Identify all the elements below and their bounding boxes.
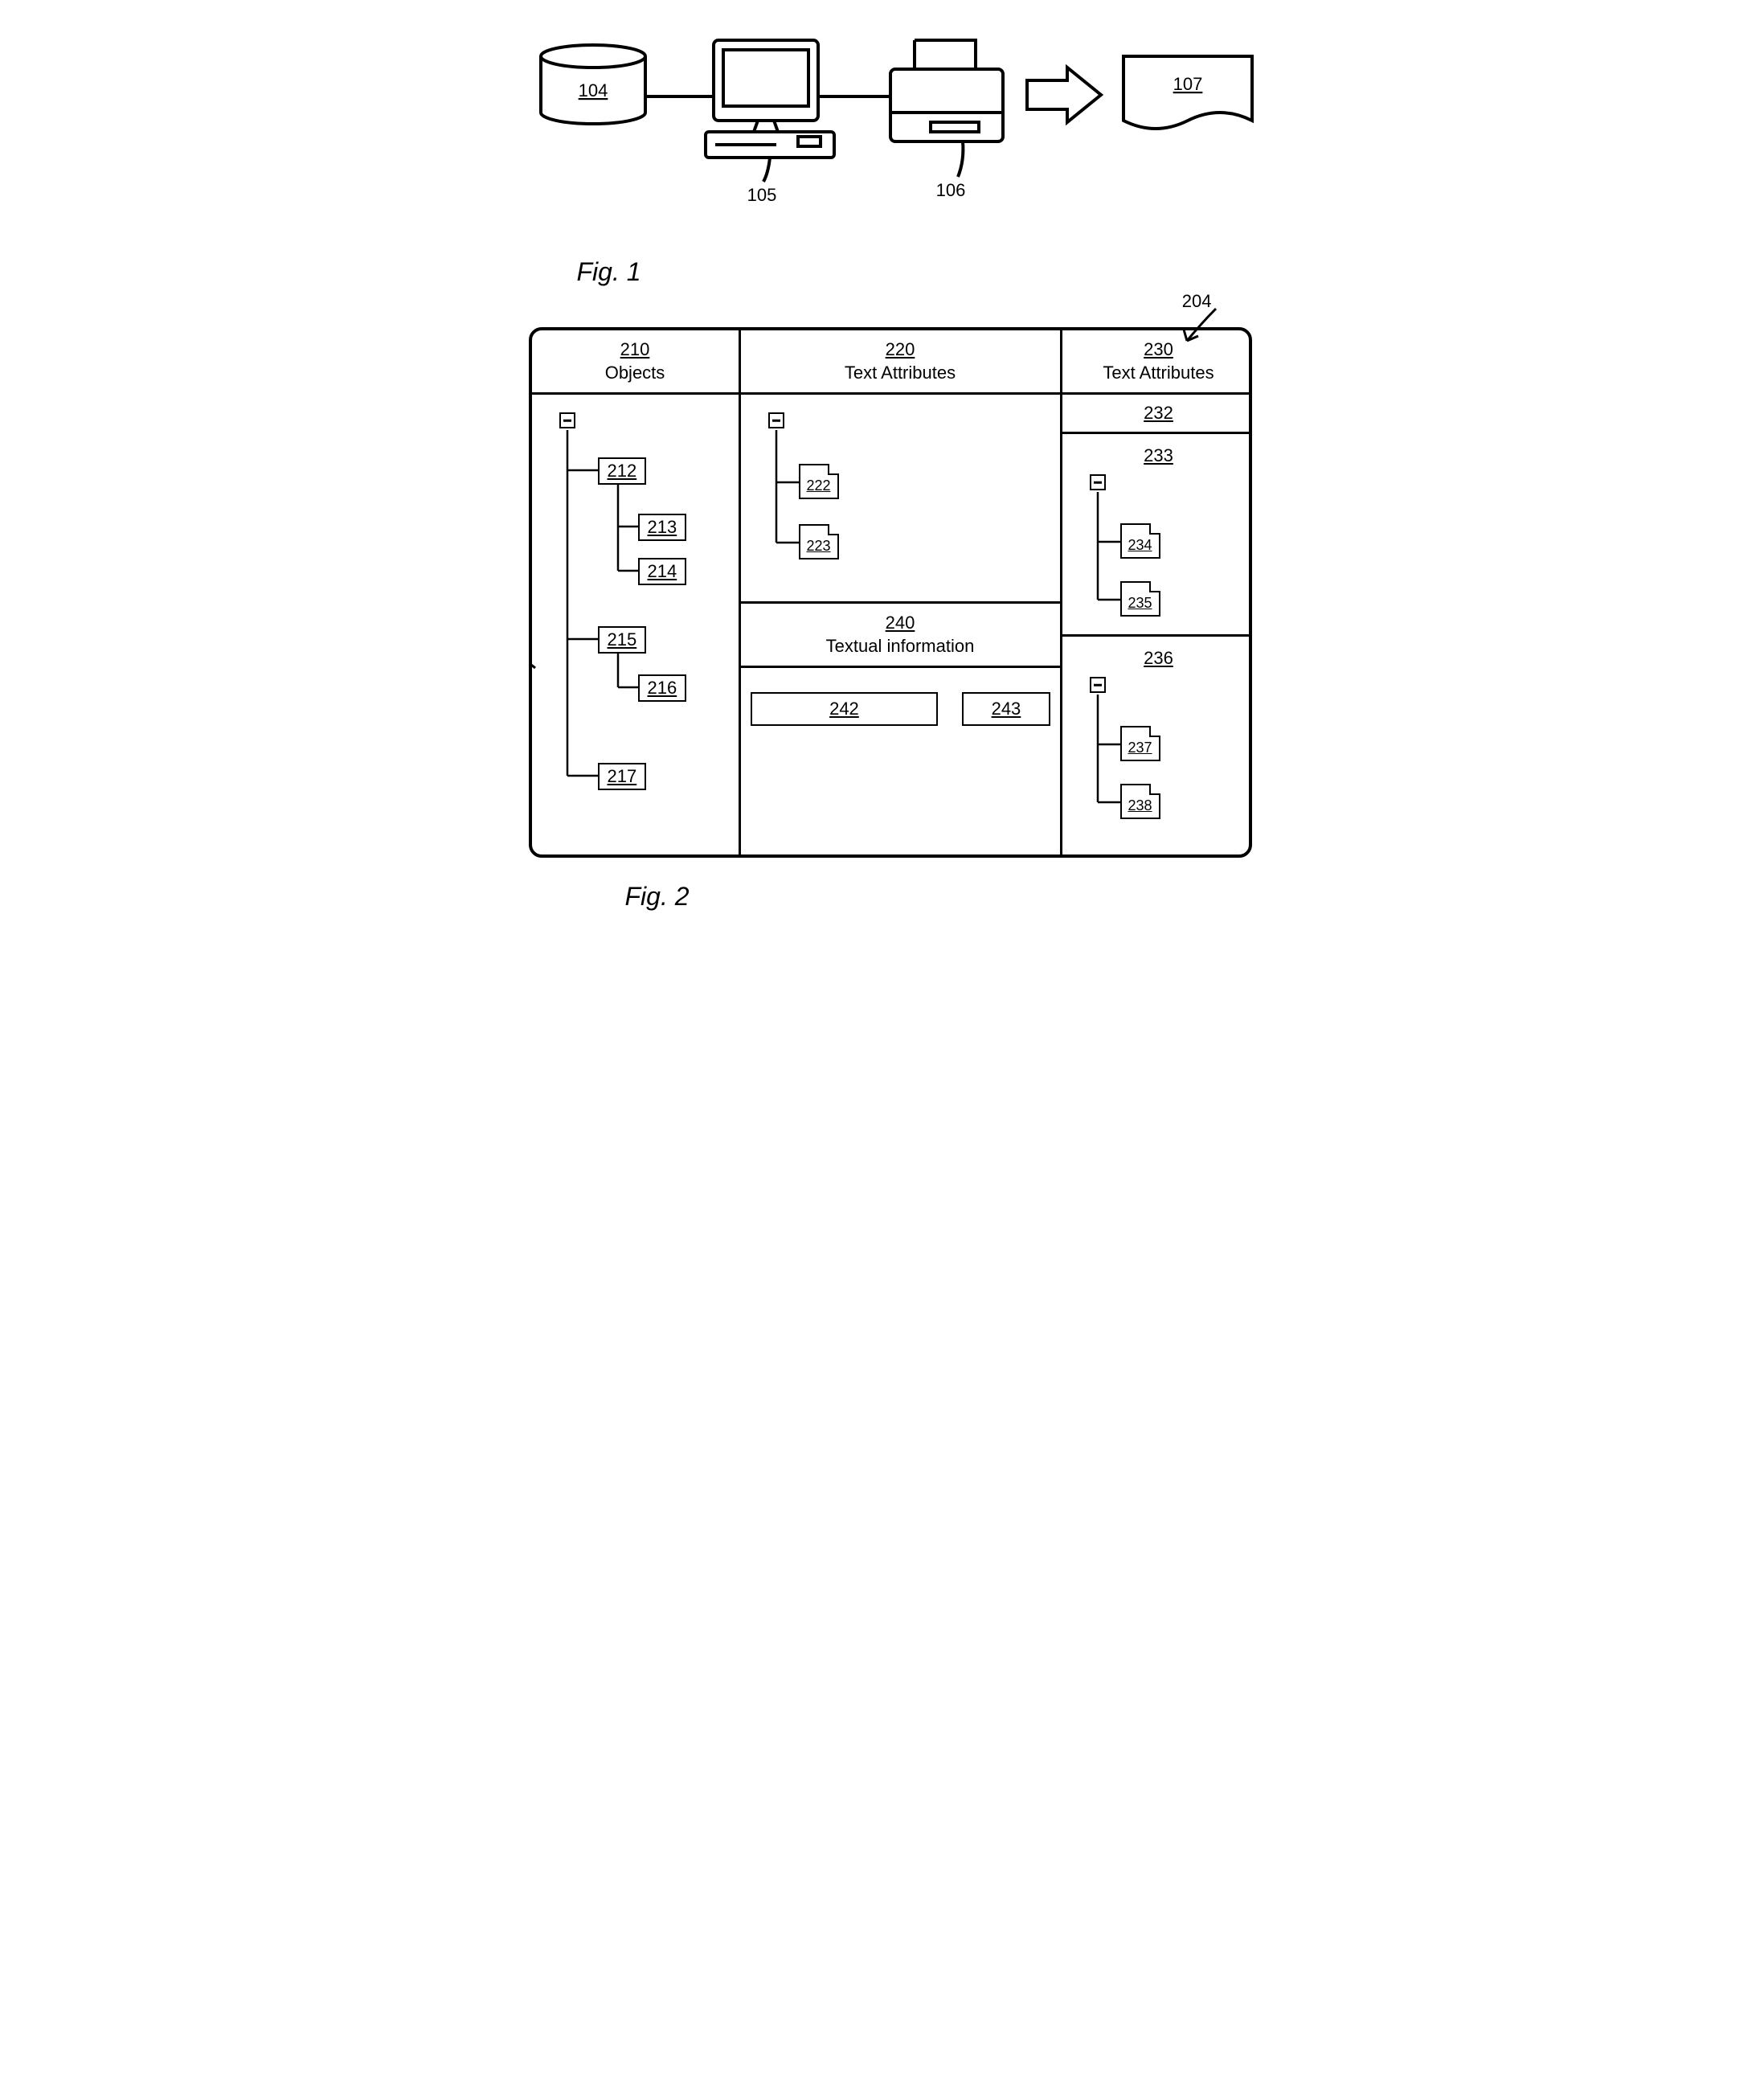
section-232: 232	[1062, 395, 1252, 434]
doc-222: 222	[799, 464, 839, 499]
col-middle-header: 220 Text Attributes	[741, 330, 1060, 395]
doc-238: 238	[1120, 784, 1160, 819]
col-middle-240-header: 240 Textual information	[741, 604, 1060, 668]
fig1-drawing: 104 105	[481, 32, 1284, 241]
col-middle: 220 Text Attributes	[741, 330, 1062, 854]
doc-234: 234	[1120, 523, 1160, 559]
objects-tree: 212 213 214 215 216 217	[542, 406, 729, 840]
node-214: 214	[638, 558, 687, 585]
node-212: 212	[598, 457, 647, 485]
computer-icon	[706, 40, 834, 182]
computer-ref: 105	[747, 185, 776, 205]
minus-icon	[559, 412, 575, 428]
node-215: 215	[598, 626, 647, 654]
section-236: 236 237 238	[1062, 637, 1252, 854]
doc-223: 223	[799, 524, 839, 559]
node-213: 213	[638, 514, 687, 541]
output-ref: 107	[1173, 74, 1202, 94]
field-243: 243	[962, 692, 1050, 726]
doc-235: 235	[1120, 581, 1160, 617]
fig2-callout: 204	[1182, 291, 1212, 312]
section-233: 233 234 235	[1062, 434, 1252, 637]
field-242: 242	[751, 692, 939, 726]
fig2-caption: Fig. 2	[625, 882, 1284, 912]
node-217: 217	[598, 763, 647, 790]
db-ref: 104	[578, 80, 608, 100]
col-objects: 210 Objects 218 218'	[532, 330, 741, 854]
minus-icon	[1090, 677, 1106, 693]
arrow-right-icon	[1027, 68, 1101, 122]
fig2-grid: 210 Objects 218 218'	[529, 327, 1252, 858]
col-objects-header: 210 Objects	[532, 330, 739, 395]
col-middle-240-body: 242 243	[741, 668, 1060, 854]
fig1-caption: Fig. 1	[577, 257, 1284, 287]
printer-ref: 106	[935, 180, 965, 200]
middle-top-tree: 222 223	[751, 406, 1050, 591]
node-216: 216	[638, 674, 687, 702]
doc-237: 237	[1120, 726, 1160, 761]
minus-icon	[1090, 474, 1106, 490]
minus-icon	[768, 412, 784, 428]
figure-2: 204 210 Objects 218	[529, 327, 1284, 858]
printer-icon	[890, 40, 1003, 177]
col-right: 230 Text Attributes 232 233	[1062, 330, 1252, 854]
figure-1: 104 105	[481, 32, 1284, 241]
